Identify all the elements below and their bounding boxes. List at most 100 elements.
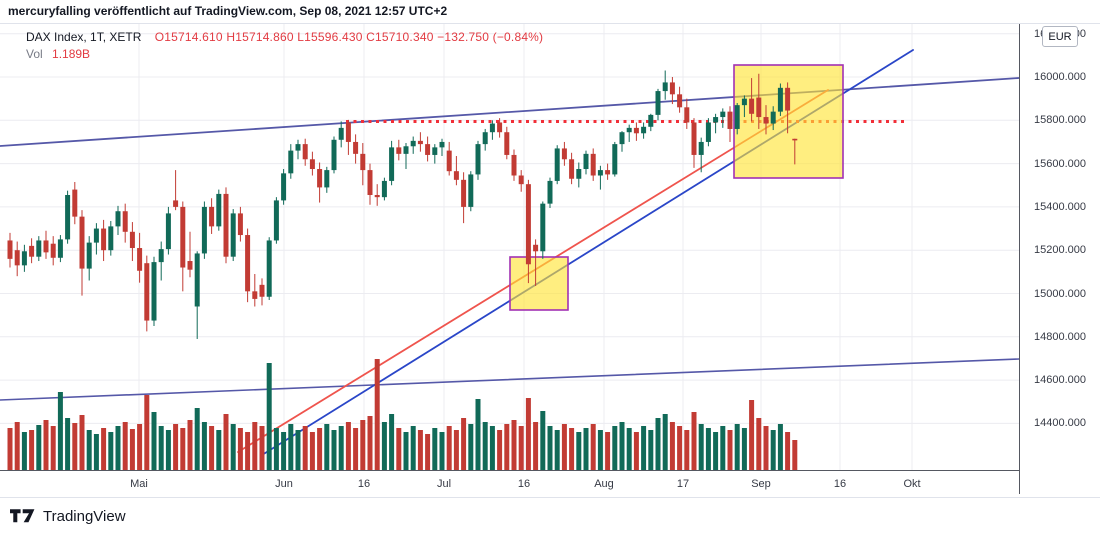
candle-body [108, 226, 114, 251]
candle-body [540, 203, 546, 252]
volume-bar [281, 432, 287, 470]
candle-body [417, 140, 423, 145]
candle-body [151, 262, 157, 321]
volume-bar [72, 423, 78, 470]
candle-body [187, 261, 193, 270]
volume-bar [497, 430, 503, 470]
volume-bar [446, 426, 452, 470]
volume-bar [518, 426, 524, 470]
volume-bar [475, 399, 481, 470]
time-axis-label: 16 [833, 478, 847, 490]
volume-bar [158, 426, 164, 470]
volume-bar [713, 432, 719, 470]
volume-bar [173, 424, 179, 470]
candle-body [533, 244, 539, 252]
time-axis-label: Mai [130, 478, 148, 490]
volume-bar [482, 422, 488, 470]
volume-baseline [0, 470, 1019, 471]
candle-body [792, 138, 798, 141]
volume-bar [273, 428, 279, 470]
volume-bar [360, 420, 366, 470]
price-axis-label: 15800.000 [1034, 114, 1086, 127]
candle-body [439, 141, 445, 148]
candle-body [223, 193, 229, 257]
current-zone-box [733, 64, 844, 179]
candle-body [561, 148, 567, 160]
volume-bar [151, 412, 157, 470]
price-axis-border [1019, 23, 1020, 494]
candle-body [237, 213, 243, 236]
candle-body [273, 200, 279, 241]
volume-bar [302, 426, 308, 470]
time-axis-label: Aug [594, 478, 614, 490]
volume-bar [295, 430, 301, 470]
candle-body [720, 111, 726, 118]
volume-bar [288, 424, 294, 470]
volume-bar [324, 424, 330, 470]
volume-bar [187, 420, 193, 470]
volume-legend: Vol 1.189B [26, 47, 90, 61]
volume-bar [374, 359, 380, 470]
candle-body [259, 284, 265, 297]
candle-body [583, 153, 589, 170]
price-axis-label: 15600.000 [1034, 157, 1086, 170]
candle-body [252, 291, 258, 299]
candle-body [425, 144, 431, 155]
volume-bar [785, 432, 791, 470]
volume-bar [720, 426, 726, 470]
volume-bar [245, 432, 251, 470]
candle-body [180, 206, 186, 268]
candle-body [29, 245, 35, 257]
volume-bar [669, 422, 675, 470]
volume-bar [525, 398, 531, 470]
volume-bar [461, 418, 467, 470]
volume-bar [597, 430, 603, 470]
volume-bar [381, 422, 387, 470]
volume-bar [36, 425, 42, 470]
tradingview-attribution[interactable]: TradingView [10, 506, 126, 526]
candle-body [72, 189, 78, 217]
candle-body [669, 82, 675, 95]
volume-bar [115, 426, 121, 470]
volume-bar [223, 414, 229, 470]
chart-bottom-border [0, 497, 1100, 498]
candle-body [626, 127, 632, 133]
candle-body [741, 98, 747, 106]
candle-body [288, 150, 294, 174]
volume-bar [137, 424, 143, 470]
candle-body [468, 174, 474, 207]
candle-body [453, 171, 459, 180]
volume-bar [453, 430, 459, 470]
candle-body [403, 146, 409, 154]
volume-bar [21, 432, 27, 470]
volume-bar [403, 432, 409, 470]
chart-legend: DAX Index, 1T, XETR O15714.610 H15714.86… [26, 30, 543, 44]
volume-bar [777, 424, 783, 470]
candle-body [698, 141, 704, 155]
candle-body [662, 82, 668, 92]
volume-value: 1.189B [52, 47, 91, 61]
candle-body [461, 179, 467, 207]
volume-bar [770, 430, 776, 470]
volume-bar [749, 400, 755, 470]
candle-body [576, 169, 582, 179]
volume-bar [612, 426, 618, 470]
candle-body [158, 249, 164, 263]
volume-bar [367, 416, 373, 470]
lower-channel-line [0, 358, 1020, 401]
time-axis-label: 16 [517, 478, 531, 490]
candle-body [374, 194, 380, 198]
volume-bar [50, 426, 56, 470]
volume-bar [29, 430, 35, 470]
candle-body [605, 170, 611, 175]
volume-bar [641, 426, 647, 470]
volume-bar [353, 428, 359, 470]
volume-bar [425, 434, 431, 470]
volume-bar [763, 426, 769, 470]
tradingview-brand-text: TradingView [43, 507, 126, 525]
candle-body [705, 122, 711, 142]
volume-bar [561, 424, 567, 470]
candle-body [281, 173, 287, 201]
